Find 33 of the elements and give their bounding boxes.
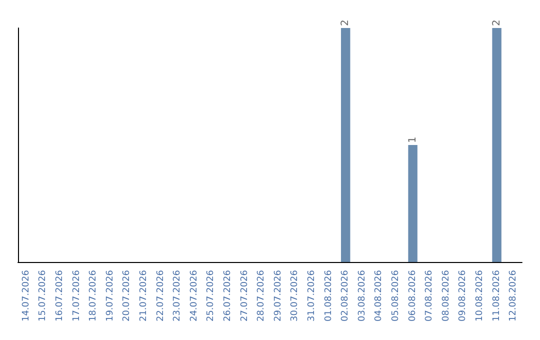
x-tick-label: 11.08.2026 [492, 270, 502, 322]
x-tick-label: 28.07.2026 [256, 270, 267, 322]
x-tick-label: 06.08.2026 [408, 270, 418, 322]
x-tick-label: 03.08.2026 [357, 270, 368, 322]
x-tick-label: 18.07.2026 [88, 270, 99, 322]
x-tick-label: 20.07.2026 [122, 270, 132, 322]
data-label: 1 [407, 136, 418, 143]
data-label: 2 [340, 20, 352, 26]
x-tick-label: 02.08.2026 [340, 270, 351, 322]
data-label: 2 [491, 20, 502, 26]
x-tick-label: 26.07.2026 [223, 270, 233, 322]
x-tick-label: 07.08.2026 [424, 270, 435, 322]
x-tick-label: 25.07.2026 [206, 270, 216, 322]
x-tick-label: 19.07.2026 [105, 270, 116, 322]
x-tick-label: 23.07.2026 [172, 270, 183, 322]
x-tick-label: 14.07.2026 [21, 270, 32, 322]
x-tick-label: 31.07.2026 [307, 270, 317, 322]
x-tick-label: 10.08.2026 [475, 270, 485, 322]
x-tick-label: 17.07.2026 [72, 270, 82, 322]
x-tick-label: 05.08.2026 [391, 270, 401, 322]
x-tick-label: 21.07.2026 [139, 270, 149, 322]
x-tick-label: 24.07.2026 [189, 270, 200, 322]
x-tick-label: 22.07.2026 [156, 270, 166, 322]
x-tick-label: 27.07.2026 [240, 270, 250, 322]
x-tick-label: 08.08.2026 [441, 270, 452, 322]
x-tick-label: 30.07.2026 [290, 270, 300, 322]
x-tick-label: 16.07.2026 [55, 270, 65, 322]
x-tick-label: 09.08.2026 [458, 270, 468, 322]
x-tick-label: 15.07.2026 [38, 270, 48, 322]
x-tick-label: 29.07.2026 [273, 270, 284, 322]
x-tick-label: 12.08.2026 [508, 270, 519, 322]
x-tick-label: 01.08.2026 [324, 270, 334, 322]
x-tick-label: 04.08.2026 [374, 270, 384, 322]
